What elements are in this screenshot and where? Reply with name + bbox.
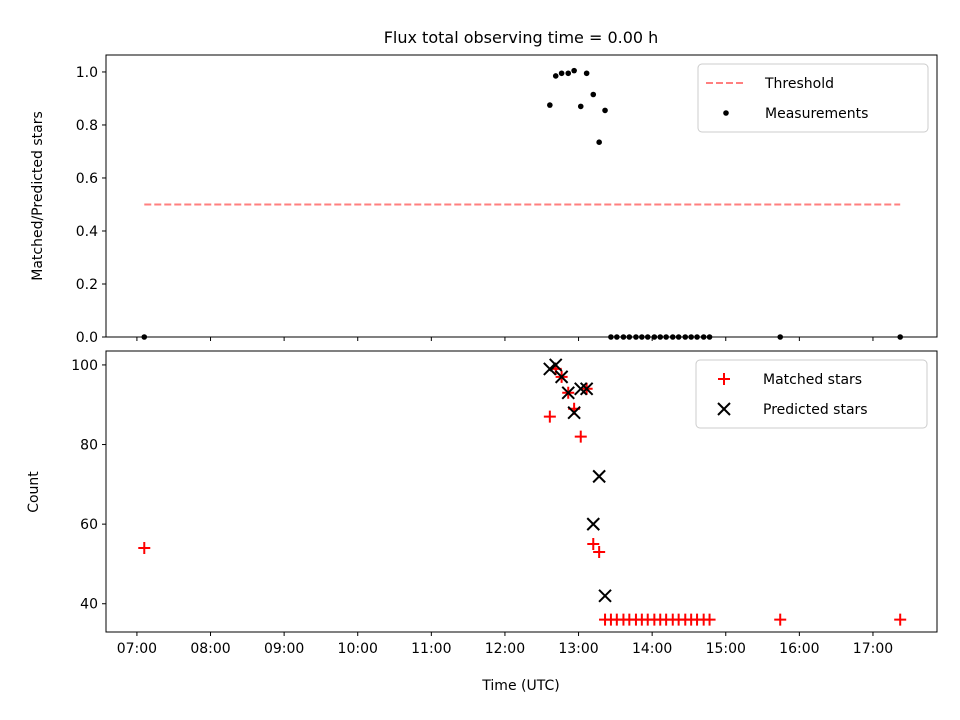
plot-area [138, 358, 907, 626]
top-ylabel: Matched/Predicted stars [30, 111, 46, 281]
y-tick-label: 0.6 [76, 171, 98, 187]
measurement-point [565, 70, 572, 77]
bottom-ylabel: Count [26, 471, 42, 513]
measurement-point [547, 102, 553, 108]
measurement-point [602, 107, 608, 114]
measurement-point [596, 139, 602, 145]
legend-label: Matched stars [763, 372, 862, 388]
matched-star-point [774, 613, 787, 626]
bottom-xlabel: Time (UTC) [481, 678, 559, 694]
matched-star-point [138, 542, 151, 555]
measurement-point [577, 103, 584, 110]
predicted-star-point [543, 362, 557, 376]
measurement-point [552, 73, 559, 79]
legend-label: Predicted stars [763, 402, 868, 418]
x-tick-label: 09:00 [264, 641, 304, 657]
predicted-star-point [598, 589, 612, 603]
y-tick-label: 60 [80, 517, 98, 533]
axes-frame [105, 350, 938, 633]
matched-star-point [574, 430, 587, 443]
predicted-star-point [574, 382, 588, 396]
y-tick-label: 100 [71, 358, 98, 374]
x-tick-label: 16:00 [779, 641, 819, 657]
y-tick-label: 1.0 [76, 65, 98, 81]
x-tick-label: 17:00 [853, 641, 893, 657]
legend-box [695, 359, 928, 429]
matched-star-point [593, 545, 606, 558]
measurement-point [590, 91, 597, 98]
y-tick-label: 0.0 [76, 330, 98, 346]
legend-predicted-swatch [717, 402, 731, 416]
y-tick-label: 40 [80, 597, 98, 613]
y-tick-label: 0.2 [76, 277, 98, 293]
x-tick-label: 13:00 [558, 641, 598, 657]
y-tick-label: 80 [80, 438, 98, 454]
measurement-point [583, 70, 590, 77]
top-axes: 0.0 0.2 0.4 0.6 0.8 1.0 Threshold Measurements [76, 54, 938, 346]
predicted-star-point [586, 517, 600, 531]
x-tick-label: 11:00 [411, 641, 451, 657]
x-tick-label: 12:00 [485, 641, 525, 657]
x-tick-label: 15:00 [706, 641, 746, 657]
predicted-star-point [549, 358, 563, 372]
matched-star-point [543, 410, 556, 423]
x-tick-label: 14:00 [632, 641, 672, 657]
legend-label: Threshold [764, 76, 834, 92]
measurement-point [558, 70, 565, 77]
y-tick-label: 0.8 [76, 118, 98, 134]
predicted-star-point [567, 405, 581, 420]
predicted-star-point [561, 386, 575, 400]
measurement-point [571, 67, 577, 74]
plot-area [141, 67, 903, 340]
legend-box [697, 63, 929, 133]
matched-star-point [703, 613, 716, 626]
legend-matched-swatch [718, 373, 730, 385]
matched-star-point [587, 538, 600, 551]
y-tick-label: 0.4 [76, 224, 98, 240]
bottom-axes: 07:00 08:00 09:00 10:00 11:00 12:00 13:00 14:00… [71, 350, 938, 657]
axes-frame [105, 54, 938, 338]
predicted-star-point [554, 370, 569, 384]
predicted-star-point [579, 382, 594, 396]
legend-label: Measurements [765, 106, 868, 122]
x-tick-label: 08:00 [190, 641, 230, 657]
chart-title: Flux total observing time = 0.00 h [384, 28, 659, 47]
legend-measurement-swatch [723, 110, 729, 116]
predicted-star-point [592, 469, 606, 484]
x-tick-label: 07:00 [117, 641, 157, 657]
matched-star-point [894, 613, 907, 626]
x-tick-label: 10:00 [338, 641, 378, 657]
